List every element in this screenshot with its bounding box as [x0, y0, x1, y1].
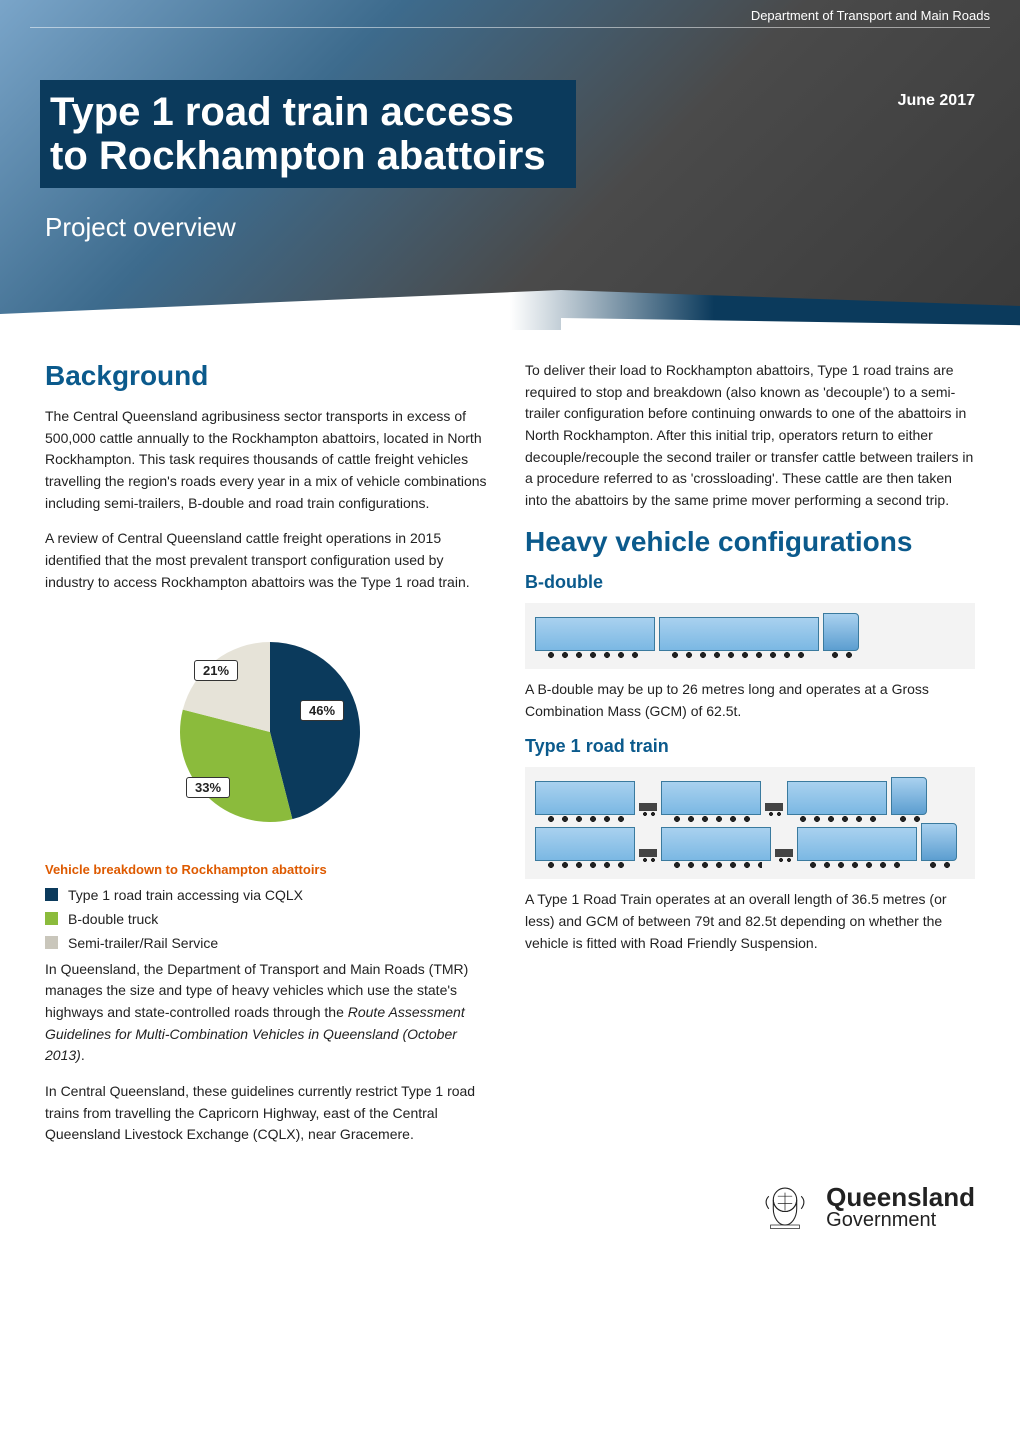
- background-p3: In Queensland, the Department of Transpo…: [45, 959, 495, 1067]
- pie-chart-container: 46% 33% 21%: [45, 612, 495, 852]
- legend-text: Semi-trailer/Rail Service: [68, 935, 218, 951]
- trailer-icon: [787, 781, 887, 815]
- trailer-icon: [661, 781, 761, 815]
- background-heading: Background: [45, 360, 495, 392]
- pie-chart-caption: Vehicle breakdown to Rockhampton abattoi…: [45, 862, 495, 877]
- bdouble-diagram: [525, 603, 975, 669]
- left-column: Background The Central Queensland agribu…: [45, 360, 495, 1160]
- footer-org-sub: Government: [826, 1210, 975, 1230]
- right-column: To deliver their load to Rockhampton aba…: [525, 360, 975, 1160]
- hero-subtitle: Project overview: [45, 212, 236, 243]
- bdouble-row: [535, 613, 965, 651]
- vehicle-breakdown-pie: 46% 33% 21%: [150, 612, 390, 852]
- publication-date: June 2017: [898, 92, 975, 110]
- dolly-icon: [765, 803, 783, 811]
- bdouble-title: B-double: [525, 572, 975, 593]
- trailer-icon: [535, 781, 635, 815]
- type1-row-b: [535, 823, 965, 861]
- legend-text: B-double truck: [68, 911, 158, 927]
- qld-crest-icon: [758, 1180, 812, 1234]
- type1-diagram: [525, 767, 975, 879]
- pie-slice-label: 33%: [186, 777, 230, 798]
- bdouble-desc: A B-double may be up to 26 metres long a…: [525, 679, 975, 722]
- dolly-icon: [775, 849, 793, 857]
- legend-swatch: [45, 888, 58, 901]
- trailer-icon: [659, 617, 819, 651]
- prime-mover-icon: [891, 777, 927, 815]
- footer-org-name: Queensland: [826, 1184, 975, 1210]
- prime-mover-icon: [823, 613, 859, 651]
- prime-mover-icon: [921, 823, 957, 861]
- right-intro-p: To deliver their load to Rockhampton aba…: [525, 360, 975, 512]
- hero-banner: Department of Transport and Main Roads J…: [0, 0, 1020, 330]
- legend-item: Semi-trailer/Rail Service: [45, 935, 495, 951]
- legend-swatch: [45, 936, 58, 949]
- pie-slice-label: 21%: [194, 660, 238, 681]
- trailer-icon: [535, 617, 655, 651]
- type1-row-a: [535, 777, 965, 815]
- type1-title: Type 1 road train: [525, 736, 975, 757]
- legend-item: B-double truck: [45, 911, 495, 927]
- background-p4: In Central Queensland, these guidelines …: [45, 1081, 495, 1146]
- hero-title-box: Type 1 road train access to Rockhampton …: [40, 80, 576, 188]
- legend-swatch: [45, 912, 58, 925]
- footer-logo-text: Queensland Government: [826, 1184, 975, 1230]
- pie-slice-label: 46%: [300, 700, 344, 721]
- legend-item: Type 1 road train accessing via CQLX: [45, 887, 495, 903]
- heavy-vehicle-heading: Heavy vehicle configurations: [525, 526, 975, 558]
- background-p1: The Central Queensland agribusiness sect…: [45, 406, 495, 514]
- background-p2: A review of Central Queensland cattle fr…: [45, 528, 495, 593]
- hero-title-line1: Type 1 road train access: [50, 90, 546, 134]
- trailer-icon: [535, 827, 635, 861]
- trailer-icon: [797, 827, 917, 861]
- department-label: Department of Transport and Main Roads: [30, 8, 990, 28]
- dolly-icon: [639, 803, 657, 811]
- pie-chart-legend: Type 1 road train accessing via CQLX B-do…: [45, 887, 495, 951]
- footer-logo: Queensland Government: [0, 1180, 1020, 1254]
- type1-desc: A Type 1 Road Train operates at an overa…: [525, 889, 975, 954]
- content-columns: Background The Central Queensland agribu…: [0, 330, 1020, 1180]
- dolly-icon: [639, 849, 657, 857]
- legend-text: Type 1 road train accessing via CQLX: [68, 887, 303, 903]
- trailer-icon: [661, 827, 771, 861]
- hero-title-line2: to Rockhampton abattoirs: [50, 134, 546, 178]
- p3-tail: .: [81, 1047, 85, 1063]
